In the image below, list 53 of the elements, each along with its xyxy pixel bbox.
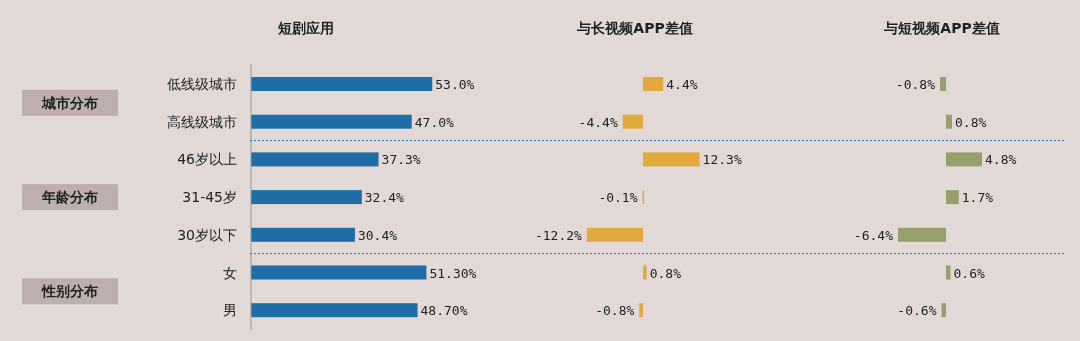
data-label: 0.8% <box>955 114 987 130</box>
bar <box>639 303 643 318</box>
data-label: 12.3% <box>702 152 742 168</box>
chart-title: 短剧应用 <box>277 20 334 36</box>
data-label: 0.8% <box>649 265 682 281</box>
data-label: 32.4% <box>364 190 405 206</box>
y-tick-label: 46岁以上 <box>177 151 237 168</box>
data-label: -4.4% <box>578 114 618 130</box>
chart-title: 与短视频APP差值 <box>883 20 1000 36</box>
data-label: -0.1% <box>598 190 638 206</box>
bar <box>643 265 647 280</box>
bar <box>586 227 643 242</box>
bar <box>622 114 643 129</box>
data-label: -6.4% <box>853 227 894 243</box>
data-label: 37.3% <box>381 152 421 168</box>
data-label: 30.4% <box>357 227 398 243</box>
data-label: -12.2% <box>534 227 583 243</box>
y-tick-label: 31-45岁 <box>182 189 237 206</box>
bar <box>251 152 379 167</box>
bar <box>946 114 952 129</box>
bar <box>251 227 355 242</box>
bar <box>251 77 433 91</box>
y-tick-label: 30岁以下 <box>177 226 237 243</box>
data-label: 4.8% <box>985 152 1017 168</box>
bar <box>946 152 982 167</box>
data-label: -0.8% <box>895 77 936 92</box>
data-label: 0.6% <box>953 265 985 281</box>
y-tick-label: 女 <box>223 264 237 281</box>
y-tick-label: 高线级城市 <box>167 113 237 130</box>
bar <box>251 265 427 280</box>
bar <box>940 77 946 91</box>
bar <box>946 265 951 280</box>
data-label: 51.30% <box>429 265 477 281</box>
bar <box>898 227 946 242</box>
y-tick-label: 男 <box>223 302 237 319</box>
bar <box>251 190 362 205</box>
group-label: 年龄分布 <box>22 184 118 211</box>
bar <box>643 77 664 91</box>
group-label: 城市分布 <box>22 89 118 116</box>
data-label: 1.7% <box>961 190 994 206</box>
data-label: 47.0% <box>414 114 455 130</box>
bar <box>251 114 412 129</box>
bar <box>251 303 418 318</box>
chart-title: 与长视频APP差值 <box>576 20 693 36</box>
group-label: 性别分布 <box>22 278 118 305</box>
data-label: 48.70% <box>420 303 468 319</box>
data-label: 53.0% <box>435 77 475 92</box>
data-label: -0.6% <box>897 303 937 319</box>
data-label: -0.8% <box>595 303 635 319</box>
bar <box>643 152 700 167</box>
data-label: 4.4% <box>666 77 698 92</box>
y-tick-label: 低线级城市 <box>167 76 237 92</box>
bar <box>946 190 959 205</box>
